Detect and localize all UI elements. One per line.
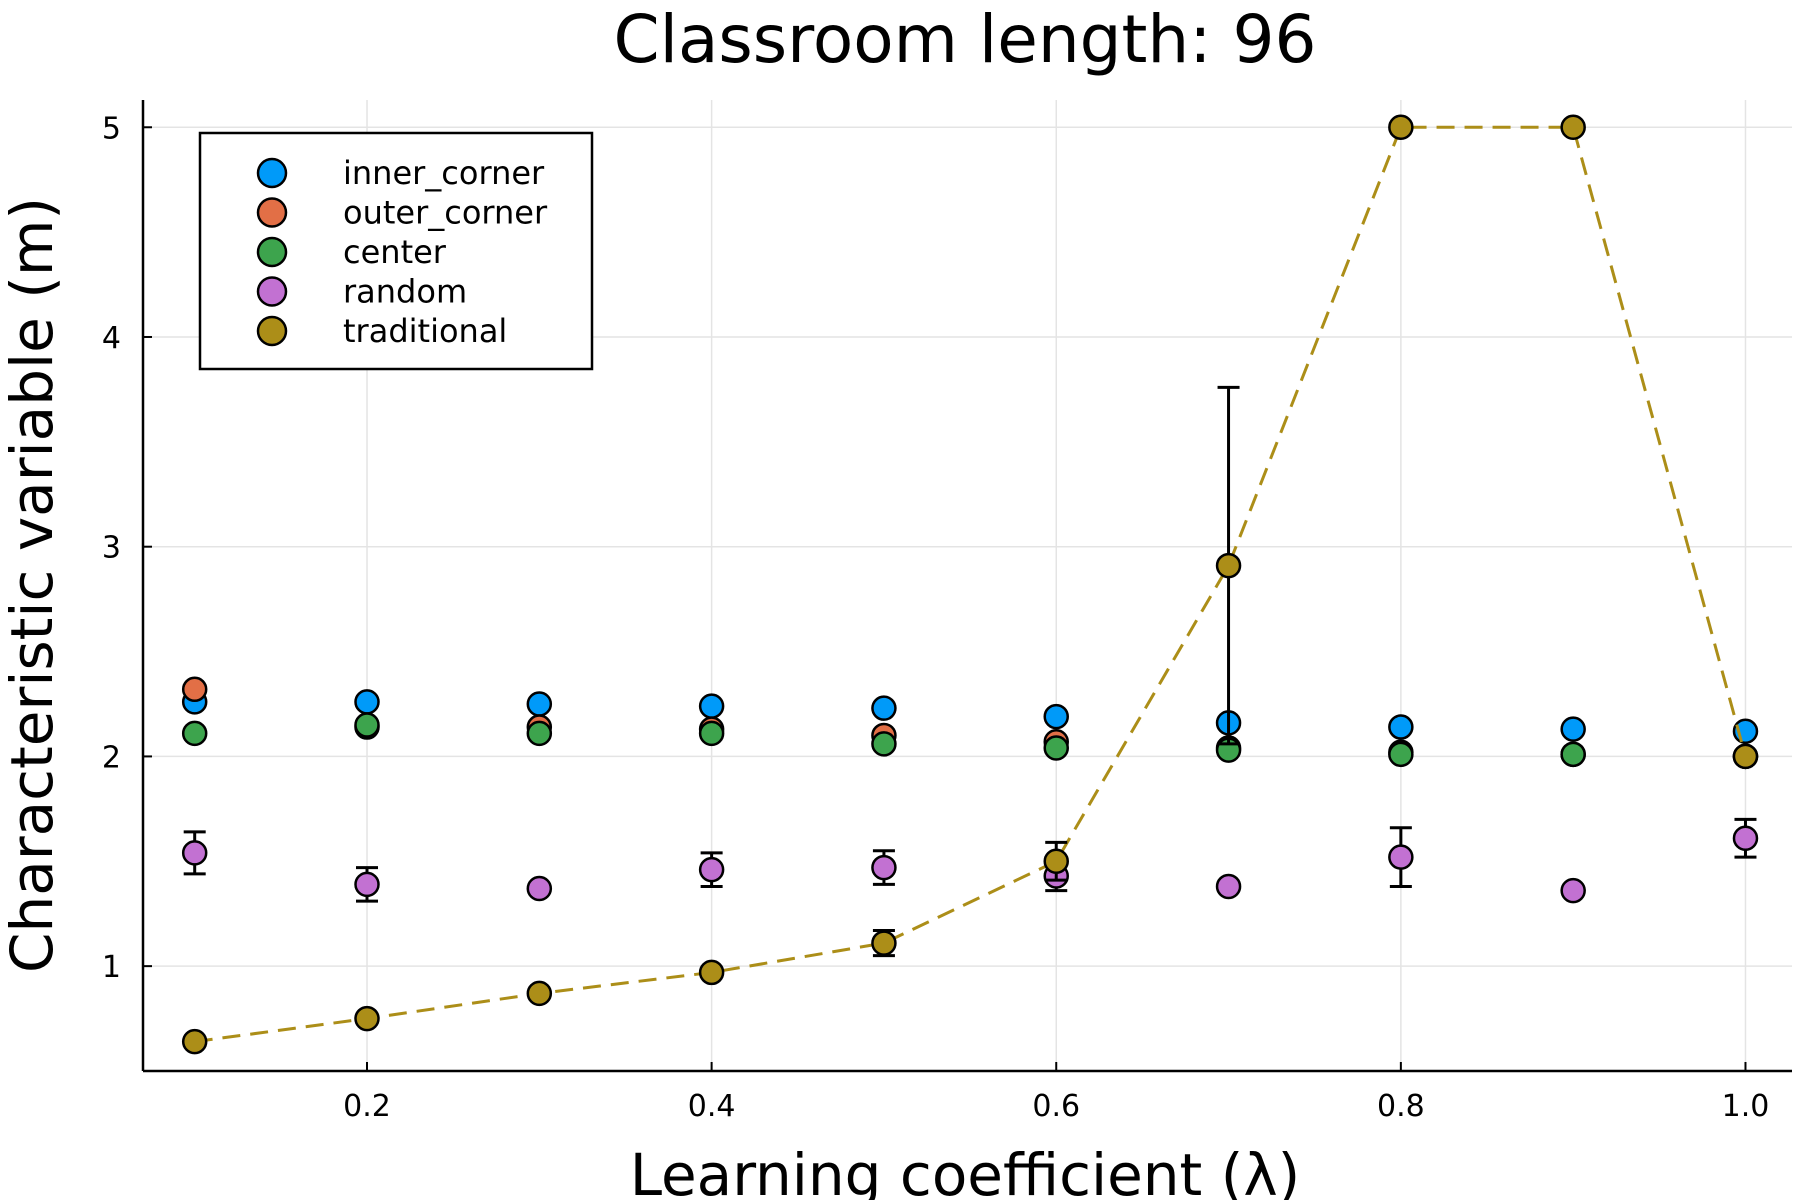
point-center-0: [181, 720, 208, 747]
y-tick-label-4: 5: [102, 111, 121, 146]
x-tick-label-1: 0.4: [688, 1089, 736, 1124]
chart-title: Classroom length: 96: [614, 1, 1317, 78]
point-outer_corner-0: [181, 676, 208, 703]
point-inner_corner-8: [1560, 716, 1586, 742]
point-inner_corner-3: [698, 693, 725, 719]
legend-marker-inner_corner: [256, 157, 288, 189]
point-center-4: [871, 731, 897, 757]
point-inner_corner-2: [526, 691, 553, 717]
series-layer: [181, 114, 1759, 1055]
point-random-9: [1732, 825, 1759, 851]
legend: inner_cornerouter_cornercenterrandomtrad…: [198, 131, 594, 371]
point-inner_corner-5: [1043, 703, 1069, 730]
point-random-2: [526, 875, 553, 902]
legend-label-traditional: traditional: [343, 312, 507, 350]
point-center-5: [1043, 735, 1069, 761]
axes-layer: 0.2 0.4 0.6 0.8 1.0 1 2 3 4 5: [102, 100, 1792, 1124]
point-random-1: [354, 871, 380, 898]
legend-label-center: center: [343, 233, 447, 271]
point-random-0: [181, 840, 208, 866]
series-line-traditional: [194, 125, 1747, 1044]
series-center: [181, 712, 1759, 770]
point-center-3: [698, 720, 725, 747]
point-traditional-6: [1215, 552, 1242, 579]
point-inner_corner-1: [354, 689, 380, 715]
x-tick-label-4: 1.0: [1722, 1089, 1770, 1124]
legend-marker-traditional: [256, 315, 288, 347]
y-tick-label-3: 4: [102, 321, 121, 356]
y-tick-label-2: 3: [102, 531, 121, 566]
point-center-8: [1560, 741, 1586, 768]
point-traditional-4: [871, 930, 897, 956]
point-random-6: [1215, 873, 1242, 900]
point-center-1: [354, 712, 380, 738]
legend-marker-outer_corner: [256, 197, 288, 228]
point-traditional-0: [181, 1028, 208, 1055]
series-random: [181, 817, 1759, 904]
point-traditional-8: [1560, 114, 1586, 141]
point-center-7: [1388, 741, 1414, 768]
x-axis-label: Learning coefficient (λ): [630, 1141, 1301, 1200]
y-axis-label: Characteristic variable (m): [0, 197, 66, 973]
series-inner_corner: [181, 689, 1759, 745]
y-tick-label-0: 1: [102, 950, 121, 985]
legend-marker-center: [256, 236, 288, 268]
legend-label-random: random: [343, 273, 467, 311]
point-center-2: [526, 720, 553, 747]
legend-label-outer_corner: outer_corner: [343, 194, 548, 232]
point-random-3: [698, 856, 725, 883]
point-inner_corner-4: [871, 695, 897, 721]
legend-label-inner_corner: inner_corner: [343, 154, 545, 192]
x-tick-label-3: 0.8: [1377, 1089, 1425, 1124]
grid-layer: [143, 100, 1792, 1071]
legend-marker-random: [256, 276, 288, 307]
x-tick-label-2: 0.6: [1032, 1089, 1080, 1124]
point-traditional-3: [698, 959, 725, 986]
point-random-8: [1560, 877, 1586, 904]
point-traditional-1: [354, 1005, 380, 1032]
point-random-4: [871, 854, 897, 881]
series-outer_corner: [181, 676, 1759, 770]
point-traditional-9: [1732, 743, 1759, 770]
y-tick-label-1: 2: [102, 740, 121, 775]
series-traditional: [181, 114, 1759, 1055]
point-traditional-7: [1388, 114, 1414, 141]
point-traditional-5: [1043, 848, 1069, 875]
point-random-7: [1388, 844, 1414, 870]
x-tick-label-0: 0.2: [343, 1089, 391, 1124]
point-traditional-2: [526, 980, 553, 1007]
point-inner_corner-7: [1388, 714, 1414, 740]
